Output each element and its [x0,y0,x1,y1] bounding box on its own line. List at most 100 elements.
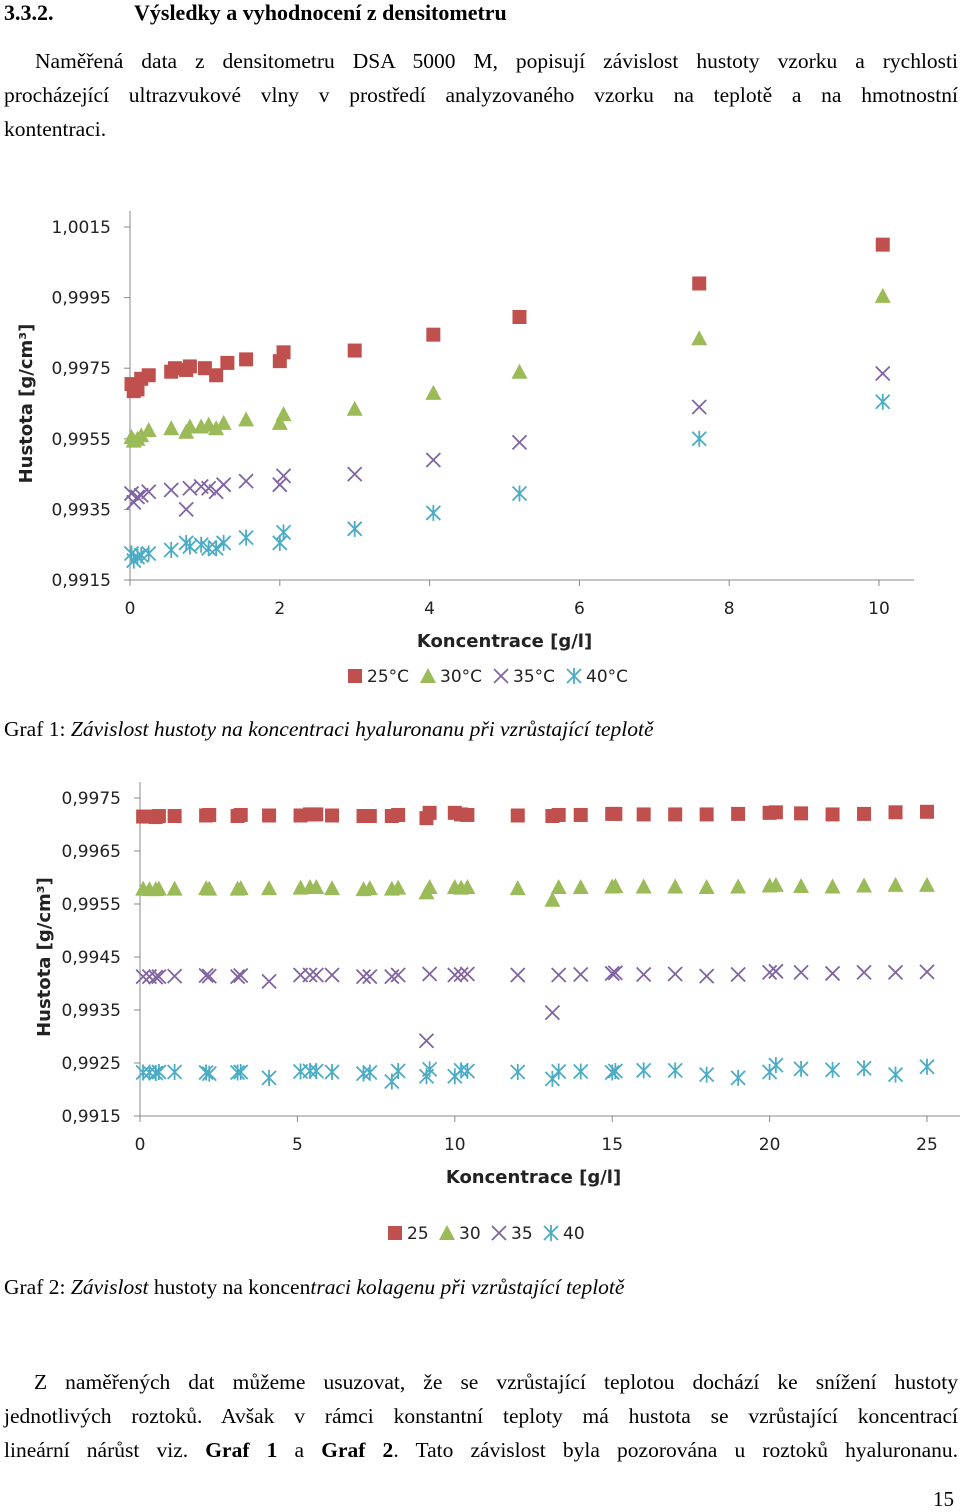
chart1-point-triangle [181,418,198,434]
intro-line: procházející ultrazvukové vlny v prostře… [4,83,958,107]
chart1-point-triangle [271,414,288,430]
chart2-legend-label: 25 [407,1224,429,1244]
caption-2-mid: hustoty na koncen [153,1275,311,1299]
chart2-point-asterisk [229,1064,246,1081]
chart1-x-tick-label: 4 [424,599,435,619]
section-title: Výsledky a vyhodnocení z densitometru [134,0,507,25]
chart2-point-square [422,805,437,820]
chart1-point-asterisk [141,545,157,562]
chart1-point-x [201,480,217,496]
chart2-point-triangle [887,876,904,892]
conclusion-line-1: Z naměřených dat můžeme usuzovat, že se … [34,1370,958,1394]
chart1-point-x [215,477,232,493]
chart2-x-tick-label: 10 [444,1135,466,1155]
chart2-point-triangle [572,879,589,895]
chart1-point-asterisk [238,529,254,546]
chart2-point-square [325,808,340,823]
chart2-point-triangle [261,880,278,896]
chart2-point-x [233,967,249,984]
chart2-point-asterisk [699,1066,715,1083]
chart1-legend-label: 25°C [367,667,409,687]
chart1-point-triangle [140,421,157,437]
chart1-point-asterisk [875,393,891,410]
chart2-point-x [544,1005,561,1021]
chart1-point-x [141,484,157,500]
chart2-point-x [302,967,318,983]
chart2-point-triangle [767,876,784,892]
chart1-y-tick-label: 1,0015 [52,218,111,238]
chart-1-hyaluronan: 0,9915 0,9935 0,9955 0,9975 0,9995 1,0015 0 2 4 6… [16,211,914,687]
chart2-point-x [362,968,378,985]
chart2-point-x [459,966,476,982]
chart2-point-x [418,1033,435,1049]
page-number: 15 [933,1487,954,1511]
chart2-point-x [730,966,746,983]
chart2-legend-label: 30 [459,1224,481,1244]
chart2-point-square [167,809,182,824]
chart1-point-asterisk [275,524,292,541]
chart2-point-asterisk [390,1062,406,1079]
chart2-point-asterisk [151,1064,167,1081]
chart2-point-asterisk [362,1064,378,1081]
chart2-point-x [793,964,809,981]
chart2-point-asterisk [551,1063,567,1080]
chart2-point-square [309,807,324,822]
chart1-x-axis-label: Koncentrace [g/l] [417,631,592,652]
chart1-point-asterisk [691,430,707,447]
chart1-point-x [272,477,288,493]
chart1-point-x [275,468,292,484]
chart2-point-asterisk [919,1058,935,1075]
chart2-point-asterisk [824,1061,841,1078]
chart1-x-tick-label: 2 [274,599,285,619]
chart2-point-asterisk [510,1064,526,1081]
chart2-point-x [166,968,183,984]
chart2-point-asterisk [793,1060,809,1077]
chart1-x-tick-label: 6 [574,599,585,619]
chart2-point-x [390,967,406,983]
chart2-legend-marker [388,1226,402,1240]
chart2-point-x [824,965,841,982]
chart1-point-asterisk [193,536,209,553]
chart2-point-asterisk [201,1065,217,1082]
chart1-point-x [875,365,891,382]
chart2-point-triangle [856,877,873,893]
intro-paragraph: Naměřená data z densitometru DSA 5000 M,… [4,44,958,146]
chart2-point-x [636,966,652,983]
conclusion-paragraph: Z naměřených dat můžeme usuzovat, že se … [4,1365,958,1467]
chart1-point-asterisk [215,534,232,551]
chart1-point-square [209,368,224,383]
chart1-legend-label: 40°C [586,667,628,687]
chart1-point-square [141,368,156,383]
chart2-point-triangle [232,880,249,896]
chart1-point-square [130,382,145,397]
chart2-y-tick-label: 0,9975 [62,789,121,809]
chart2-point-square [460,807,475,822]
chart1-legend-marker [420,668,436,683]
chart2-point-square [510,808,525,823]
chart2-point-square [551,807,566,822]
chart2-point-asterisk [636,1062,652,1079]
chart2-point-square [151,809,166,824]
chart1-point-x [238,473,254,489]
caption-1-label: Graf 1: [4,717,66,741]
chart2-y-tick-label: 0,9915 [62,1107,121,1127]
chart2-point-triangle [150,880,167,896]
chart2-point-triangle [361,880,378,896]
chart2-point-square [636,807,651,822]
chart2-point-asterisk [607,1062,623,1079]
chart1-point-x [178,501,194,518]
chart2-x-tick-label: 0 [135,1135,146,1155]
caption-2-word1: Závislost [70,1275,149,1299]
chart1-point-square [276,345,291,360]
chart2-point-square [699,807,714,822]
conclusion-and: a [294,1438,305,1462]
chart2-point-x [919,964,935,980]
chart1-point-asterisk [163,541,179,558]
chart2-point-x [308,967,324,983]
chart1-point-square [347,343,362,358]
chart2-y-tick-label: 0,9925 [62,1054,121,1074]
chart2-point-square [888,805,903,820]
chart2-point-triangle [550,879,567,895]
chart2-x-tick-label: 5 [292,1135,303,1155]
chart1-point-x [425,452,441,468]
